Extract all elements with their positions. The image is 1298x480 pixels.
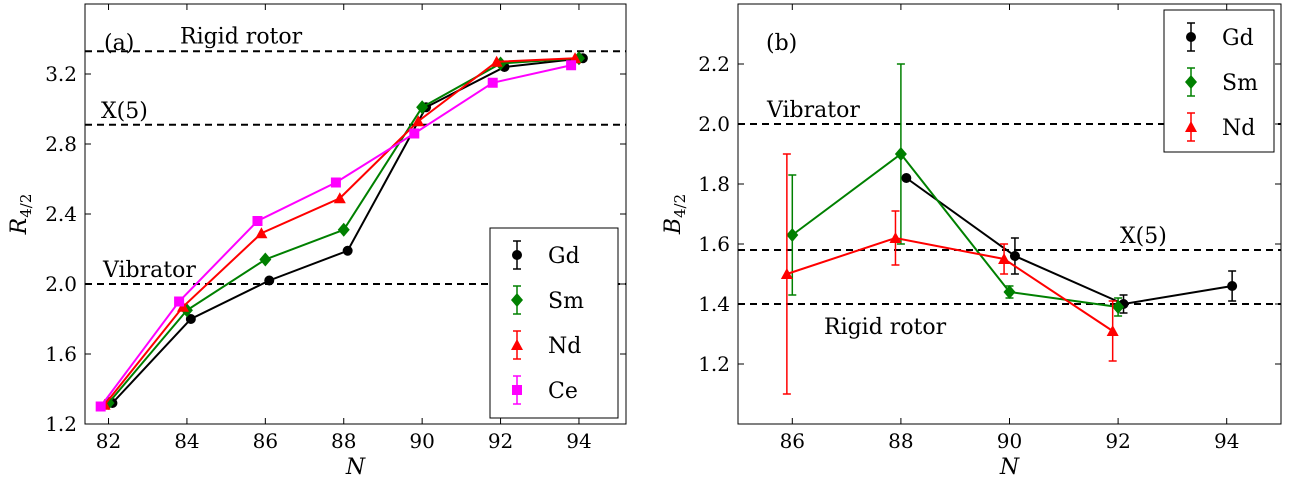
- legend-label: Gd: [1222, 26, 1254, 51]
- data-point: [412, 115, 425, 127]
- x-tick-label: 94: [566, 429, 591, 453]
- x-tick-label: 86: [780, 429, 805, 453]
- y-tick-label: 2.0: [698, 112, 730, 136]
- data-point: [174, 296, 185, 307]
- y-axis-label: R4/2: [7, 194, 35, 236]
- y-tick-label: 2.0: [45, 272, 77, 296]
- y-tick-label: 1.4: [698, 292, 730, 316]
- legend-label: Sm: [1222, 71, 1258, 96]
- chart-panel-a: 82 84 86 88 90 92 94 1.2 1.6 2.0 2.4 2.8 3.2 N R4/2 (a)…: [7, 3, 627, 480]
- data-point: [998, 253, 1011, 264]
- series-line: [905, 177, 1233, 306]
- x-tick-label: 86: [253, 429, 278, 453]
- legend-label: Gd: [548, 244, 580, 269]
- y-tick-label: 3.2: [45, 62, 77, 86]
- legend-marker: [512, 250, 522, 260]
- x-tick-label: 84: [174, 429, 199, 453]
- panel-label: (b): [766, 31, 797, 56]
- reference-line-label: X(5): [101, 99, 148, 124]
- reference-line-label: X(5): [1120, 224, 1167, 249]
- data-point: [1227, 281, 1238, 291]
- data-point: [1009, 251, 1020, 261]
- y-tick-label: 1.2: [698, 352, 730, 376]
- x-axis-label: N: [345, 455, 366, 480]
- y-axis-label: B4/2: [661, 194, 689, 235]
- legend-marker: [1186, 32, 1196, 42]
- data-point: [1003, 285, 1016, 299]
- y-tick-label: 2.4: [45, 202, 77, 226]
- data-point: [1106, 325, 1119, 336]
- data-point: [255, 227, 268, 239]
- series-nd: [780, 153, 1119, 395]
- x-tick-label: 92: [488, 429, 513, 453]
- y-axis-label-main: B: [661, 218, 686, 235]
- data-point: [185, 314, 196, 324]
- legend: Gd Sm Nd Ce: [489, 227, 619, 419]
- series-gd: [901, 173, 1238, 314]
- legend-label: Nd: [548, 334, 581, 359]
- y-tick-label: 1.6: [45, 342, 77, 366]
- x-tick-label: 90: [409, 429, 434, 453]
- data-point: [1112, 300, 1125, 314]
- data-point: [901, 173, 912, 183]
- x-tick-label: 94: [1214, 429, 1239, 453]
- y-tick-label: 1.2: [45, 412, 77, 436]
- data-point: [894, 147, 907, 161]
- data-point: [95, 401, 106, 412]
- legend-label: Ce: [548, 379, 578, 404]
- legend-marker: [1185, 75, 1197, 89]
- x-tick-label: 82: [96, 429, 121, 453]
- legend-box: [1163, 9, 1275, 153]
- series-line: [791, 152, 1119, 308]
- x-tick-label: 90: [997, 429, 1022, 453]
- y-axis-label-main: R: [7, 218, 32, 236]
- data-point: [264, 275, 275, 286]
- data-point: [490, 55, 503, 67]
- series-line: [786, 236, 1114, 332]
- y-tick-label: 1.8: [698, 172, 730, 196]
- data-point: [416, 100, 429, 115]
- legend-label: Sm: [548, 289, 584, 314]
- data-point: [409, 128, 420, 139]
- data-point: [780, 268, 793, 279]
- y-tick-label: 2.2: [698, 52, 730, 76]
- data-point: [259, 252, 272, 267]
- chart-panel-b: 86 88 90 92 94 1.2 1.4 1.6 1.8 2.0 2.2 N B4/2 (b) Vibr…: [661, 3, 1282, 480]
- data-point: [330, 177, 341, 188]
- reference-line-label: Vibrator: [766, 98, 860, 123]
- series-ce: [95, 60, 577, 412]
- y-axis-label-subscript: 4/2: [17, 194, 35, 218]
- reference-line-label: Rigid rotor: [824, 315, 947, 340]
- data-point: [487, 77, 498, 88]
- legend-box: [489, 227, 619, 419]
- data-point: [337, 222, 350, 237]
- legend-marker: [512, 385, 522, 395]
- y-tick-label: 1.6: [698, 232, 730, 256]
- legend-marker: [1185, 121, 1197, 132]
- y-tick-label: 2.8: [45, 132, 77, 156]
- legend-label: Nd: [1222, 116, 1255, 141]
- legend: Gd Sm Nd: [1163, 9, 1275, 153]
- reference-line-label: Vibrator: [102, 258, 196, 283]
- data-point: [252, 216, 263, 226]
- data-point: [342, 245, 353, 256]
- legend-marker: [511, 339, 523, 350]
- data-point: [566, 60, 577, 71]
- x-tick-label: 88: [331, 429, 356, 453]
- y-axis-label-subscript: 4/2: [671, 194, 689, 218]
- x-axis-label: N: [999, 455, 1020, 480]
- x-tick-label: 88: [888, 429, 913, 453]
- data-point: [333, 192, 346, 204]
- data-point: [786, 228, 799, 242]
- x-tick-label: 92: [1105, 429, 1130, 453]
- legend-marker: [511, 293, 523, 307]
- reference-line-label: Rigid rotor: [180, 24, 303, 49]
- data-point: [889, 232, 902, 243]
- panel-label: (a): [104, 31, 134, 56]
